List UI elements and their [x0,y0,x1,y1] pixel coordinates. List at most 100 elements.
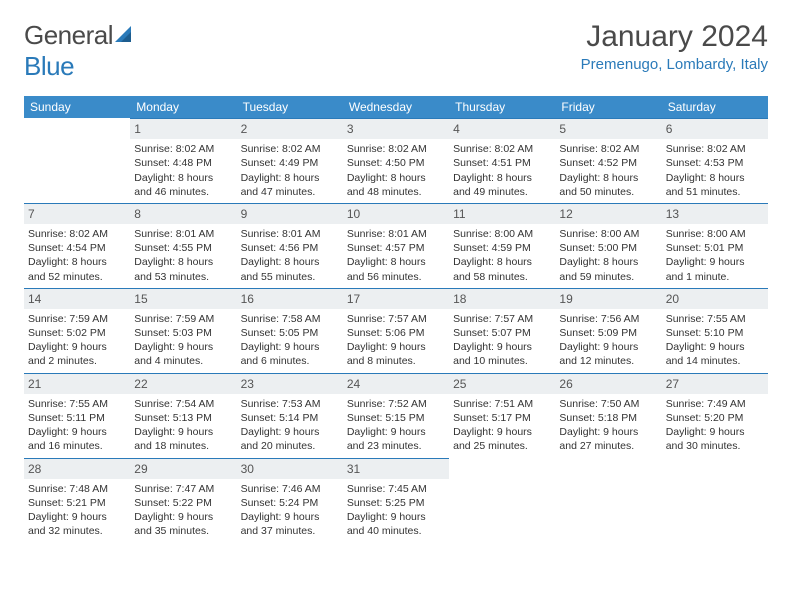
daylight-text: and 14 minutes. [666,354,764,368]
daylight-text: and 27 minutes. [559,439,657,453]
daylight-text: Daylight: 8 hours [28,255,126,269]
sunset-text: Sunset: 5:05 PM [241,326,339,340]
day-number: 6 [662,118,768,139]
calendar-cell: 1Sunrise: 8:02 AMSunset: 4:48 PMDaylight… [130,118,236,203]
sunset-text: Sunset: 5:22 PM [134,496,232,510]
sunset-text: Sunset: 5:00 PM [559,241,657,255]
daylight-text: and 37 minutes. [241,524,339,538]
calendar-cell: 24Sunrise: 7:52 AMSunset: 5:15 PMDayligh… [343,373,449,458]
sunset-text: Sunset: 5:03 PM [134,326,232,340]
calendar-body: .1Sunrise: 8:02 AMSunset: 4:48 PMDayligh… [24,118,768,542]
calendar-cell: 2Sunrise: 8:02 AMSunset: 4:49 PMDaylight… [237,118,343,203]
weekday-header: Tuesday [237,96,343,118]
sunrise-text: Sunrise: 7:47 AM [134,482,232,496]
daylight-text: Daylight: 9 hours [241,340,339,354]
calendar-week-row: 21Sunrise: 7:55 AMSunset: 5:11 PMDayligh… [24,373,768,458]
daylight-text: Daylight: 9 hours [559,340,657,354]
sunset-text: Sunset: 5:06 PM [347,326,445,340]
daylight-text: and 18 minutes. [134,439,232,453]
daylight-text: and 52 minutes. [28,270,126,284]
daylight-text: Daylight: 8 hours [241,255,339,269]
daylight-text: and 46 minutes. [134,185,232,199]
calendar-week-row: 14Sunrise: 7:59 AMSunset: 5:02 PMDayligh… [24,288,768,373]
weekday-header-row: SundayMondayTuesdayWednesdayThursdayFrid… [24,96,768,118]
day-number: 23 [237,373,343,394]
daylight-text: and 12 minutes. [559,354,657,368]
daylight-text: Daylight: 9 hours [347,510,445,524]
sunset-text: Sunset: 4:51 PM [453,156,551,170]
daylight-text: Daylight: 8 hours [453,171,551,185]
sunset-text: Sunset: 5:13 PM [134,411,232,425]
day-number: 14 [24,288,130,309]
sunset-text: Sunset: 5:11 PM [28,411,126,425]
daylight-text: and 55 minutes. [241,270,339,284]
day-number: 5 [555,118,661,139]
day-number: 31 [343,458,449,479]
calendar-cell: 9Sunrise: 8:01 AMSunset: 4:56 PMDaylight… [237,203,343,288]
daylight-text: Daylight: 8 hours [347,171,445,185]
sunset-text: Sunset: 5:14 PM [241,411,339,425]
daylight-text: and 25 minutes. [453,439,551,453]
daylight-text: Daylight: 9 hours [347,340,445,354]
day-number: 30 [237,458,343,479]
day-number: 10 [343,203,449,224]
day-number: 9 [237,203,343,224]
calendar-cell: 23Sunrise: 7:53 AMSunset: 5:14 PMDayligh… [237,373,343,458]
sunrise-text: Sunrise: 8:02 AM [28,227,126,241]
day-number: 7 [24,203,130,224]
calendar-cell: 29 Sunrise: 7:47 AMSunset: 5:22 PMDayligh… [130,458,236,543]
sunrise-text: Sunrise: 7:56 AM [559,312,657,326]
sunset-text: Sunset: 5:17 PM [453,411,551,425]
calendar-cell: 25Sunrise: 7:51 AMSunset: 5:17 PMDayligh… [449,373,555,458]
daylight-text: and 47 minutes. [241,185,339,199]
month-title: January 2024 [581,20,768,54]
daylight-text: and 53 minutes. [134,270,232,284]
daylight-text: Daylight: 8 hours [241,171,339,185]
sunset-text: Sunset: 4:48 PM [134,156,232,170]
daylight-text: and 1 minute. [666,270,764,284]
day-number: 29 [130,458,236,479]
weekday-header: Wednesday [343,96,449,118]
daylight-text: Daylight: 8 hours [134,171,232,185]
calendar-cell: 4Sunrise: 8:02 AMSunset: 4:51 PMDaylight… [449,118,555,203]
daylight-text: and 10 minutes. [453,354,551,368]
calendar-cell: 26Sunrise: 7:50 AMSunset: 5:18 PMDayligh… [555,373,661,458]
sunset-text: Sunset: 5:24 PM [241,496,339,510]
sunrise-text: Sunrise: 7:57 AM [347,312,445,326]
sunrise-text: Sunrise: 7:55 AM [666,312,764,326]
sunrise-text: Sunrise: 8:01 AM [347,227,445,241]
sunset-text: Sunset: 5:25 PM [347,496,445,510]
daylight-text: and 4 minutes. [134,354,232,368]
calendar-cell: 6Sunrise: 8:02 AMSunset: 4:53 PMDaylight… [662,118,768,203]
sunrise-text: Sunrise: 8:02 AM [666,142,764,156]
daylight-text: Daylight: 9 hours [666,340,764,354]
calendar-cell: 30Sunrise: 7:46 AMSunset: 5:24 PMDayligh… [237,458,343,543]
sunrise-text: Sunrise: 8:01 AM [241,227,339,241]
header: General Blue January 2024 Premenugo, Lom… [24,20,768,82]
daylight-text: Daylight: 9 hours [134,340,232,354]
sunrise-text: Sunrise: 8:02 AM [134,142,232,156]
brand-text: General Blue [24,20,137,82]
daylight-text: and 2 minutes. [28,354,126,368]
sunrise-text: Sunrise: 8:00 AM [666,227,764,241]
day-number: 4 [449,118,555,139]
daylight-text: Daylight: 9 hours [241,425,339,439]
day-number: 25 [449,373,555,394]
sunset-text: Sunset: 5:02 PM [28,326,126,340]
sunrise-text: Sunrise: 8:02 AM [347,142,445,156]
daylight-text: Daylight: 8 hours [559,171,657,185]
daylight-text: Daylight: 9 hours [134,510,232,524]
daylight-text: Daylight: 9 hours [28,510,126,524]
sunrise-text: Sunrise: 7:46 AM [241,482,339,496]
calendar-cell: 16Sunrise: 7:58 AMSunset: 5:05 PMDayligh… [237,288,343,373]
sunset-text: Sunset: 4:50 PM [347,156,445,170]
daylight-text: Daylight: 9 hours [666,255,764,269]
calendar-cell: . [24,118,130,203]
calendar-cell: 20Sunrise: 7:55 AMSunset: 5:10 PMDayligh… [662,288,768,373]
calendar-cell: 14Sunrise: 7:59 AMSunset: 5:02 PMDayligh… [24,288,130,373]
sunset-text: Sunset: 5:15 PM [347,411,445,425]
daylight-text: Daylight: 9 hours [134,425,232,439]
sunrise-text: Sunrise: 8:01 AM [134,227,232,241]
sunrise-text: Sunrise: 7:57 AM [453,312,551,326]
calendar-cell: 10Sunrise: 8:01 AMSunset: 4:57 PMDayligh… [343,203,449,288]
